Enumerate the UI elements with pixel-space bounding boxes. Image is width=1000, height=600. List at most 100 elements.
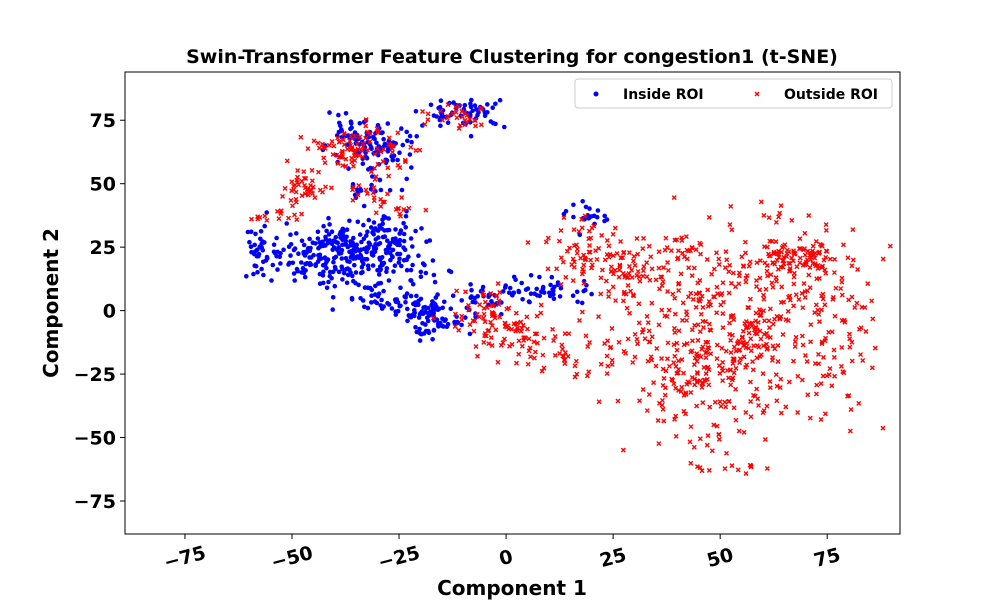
inside-roi-point [270,262,276,268]
inside-roi-point [302,274,308,280]
outside-roi-point [773,219,779,225]
inside-roi-point [434,114,440,119]
inside-roi-point [317,281,323,287]
inside-roi-point [445,321,451,327]
outside-roi-point [661,418,667,424]
inside-roi-point [432,307,437,312]
outside-roi-point [320,189,325,195]
outside-roi-point [588,257,594,263]
inside-roi-point [348,119,354,124]
outside-roi-point [489,342,495,348]
outside-roi-point [331,143,337,149]
outside-roi-point [807,415,813,421]
outside-roi-point [490,303,496,309]
inside-roi-point [291,271,297,276]
outside-roi-point [587,242,593,248]
outside-roi-point [599,267,605,273]
outside-roi-point [380,158,386,164]
outside-roi-point [791,248,797,254]
inside-roi-point [434,317,440,323]
outside-roi-point [486,341,492,347]
outside-roi-point [714,356,720,362]
outside-roi-point [621,289,627,295]
outside-roi-point [706,382,712,388]
outside-roi-point [649,266,655,272]
outside-roi-point [552,334,558,339]
inside-roi-point [420,123,425,128]
inside-roi-point [357,121,363,126]
inside-roi-point [326,215,331,221]
outside-roi-point [880,256,886,262]
inside-roi-point [418,269,424,275]
outside-roi-point [813,391,819,397]
outside-roi-point [706,214,712,220]
inside-roi-point [423,322,428,327]
inside-roi-point [551,288,556,294]
outside-roi-point [293,199,299,205]
outside-roi-point [518,319,524,325]
outside-roi-point [720,280,726,286]
inside-roi-point [333,235,339,240]
outside-roi-point [371,198,377,204]
outside-roi-point [481,311,487,317]
outside-roi-point [708,302,714,308]
outside-roi-point [527,345,533,351]
inside-roi-point [372,299,378,304]
inside-roi-point [330,295,336,300]
outside-roi-point [757,275,763,281]
outside-roi-point [778,264,784,270]
outside-roi-point [823,270,829,276]
inside-roi-point [440,316,445,322]
inside-roi-point [389,154,394,159]
outside-roi-point [783,317,789,323]
outside-roi-point [741,429,747,435]
outside-roi-point [640,386,646,392]
inside-roi-point [404,176,410,182]
outside-roi-point [481,305,487,311]
outside-roi-point [488,335,494,341]
outside-roi-point [822,338,828,344]
outside-roi-point [668,248,674,254]
outside-roi-point [705,339,711,345]
outside-roi-point [750,359,756,365]
outside-roi-point [676,328,682,334]
inside-roi-point [288,253,293,258]
outside-roi-point [727,262,733,268]
outside-roi-point [708,351,714,357]
outside-roi-point [610,284,616,290]
outside-roi-point [695,370,701,376]
outside-roi-point [644,260,650,266]
inside-roi-point [493,101,498,107]
outside-roi-point [453,104,459,110]
outside-roi-point [673,385,679,391]
inside-roi-point [294,231,299,236]
outside-roi-point [672,295,678,301]
outside-roi-point [705,287,711,293]
outside-roi-point [703,371,709,377]
outside-roi-point [454,288,460,294]
outside-roi-point [686,265,692,271]
inside-roi-point [308,262,314,267]
outside-roi-point [687,439,693,445]
outside-roi-point [747,259,753,265]
inside-roi-point [247,239,252,245]
outside-roi-point [746,263,752,269]
outside-roi-point [753,318,759,324]
outside-roi-point [364,191,370,197]
outside-roi-point [774,313,780,319]
outside-roi-point [326,142,332,148]
outside-roi-point [757,287,763,293]
inside-roi-point [469,97,474,103]
inside-roi-point [301,269,307,275]
outside-roi-point [459,313,465,319]
outside-roi-point [758,312,764,318]
outside-roi-point [731,317,737,323]
inside-roi-point [520,297,525,302]
outside-roi-point [816,361,822,367]
outside-roi-point [402,157,408,163]
inside-roi-point [381,136,386,142]
outside-roi-point [496,301,502,307]
outside-roi-point [816,319,822,325]
outside-roi-point [534,331,540,337]
outside-roi-point [636,320,642,326]
